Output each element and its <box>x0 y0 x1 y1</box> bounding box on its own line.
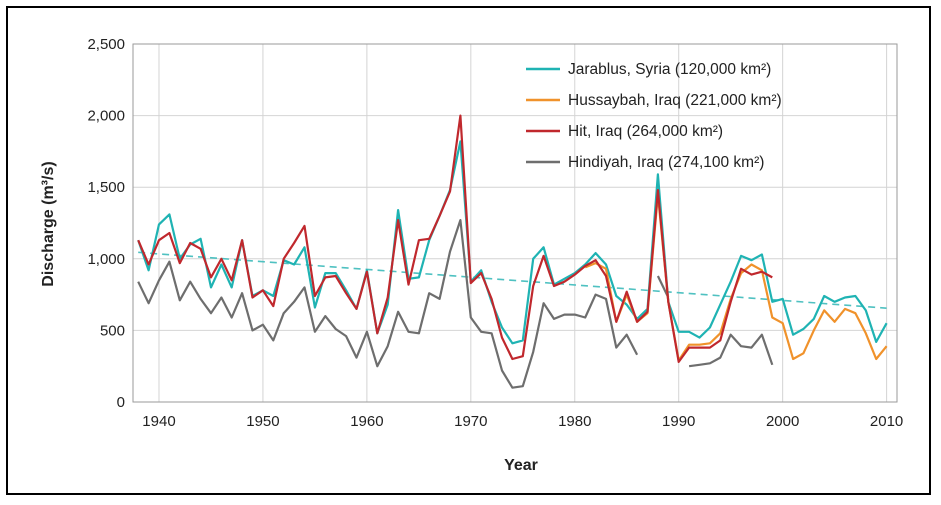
legend: Jarablus, Syria (120,000 km²) Hussaybah, … <box>526 61 782 171</box>
series-line-0 <box>137 140 888 345</box>
y-tick-label: 500 <box>100 322 125 339</box>
x-tick-label: 1950 <box>246 413 279 430</box>
x-tick-label: 1940 <box>142 413 175 430</box>
x-tick-label: 1980 <box>558 413 591 430</box>
x-axis-title: Year <box>504 457 538 474</box>
trendline <box>138 251 887 310</box>
x-tick-label: 1990 <box>662 413 695 430</box>
y-tick-labels: 0 500 1,000 1,500 2,000 2,500 <box>87 36 125 411</box>
legend-label: Hit, Iraq (264,000 km²) <box>568 123 723 140</box>
x-tick-labels: 1940 1950 1960 1970 1980 1990 2000 2010 <box>142 413 903 430</box>
trendline-group <box>138 251 887 310</box>
legend-label: Jarablus, Syria (120,000 km²) <box>568 61 771 78</box>
plot-area <box>132 43 898 403</box>
series-line-1 <box>584 193 888 362</box>
x-tick-label: 1960 <box>350 413 383 430</box>
y-tick-label: 0 <box>117 394 125 411</box>
y-tick-label: 1,500 <box>87 179 125 196</box>
series-line-5 <box>688 333 774 368</box>
x-tick-label: 2010 <box>870 413 903 430</box>
series-group <box>137 114 888 389</box>
series-line-2 <box>137 114 773 363</box>
legend-label: Hindiyah, Iraq (274,100 km²) <box>568 154 764 171</box>
y-tick-label: 1,000 <box>87 251 125 268</box>
x-tick-label: 2000 <box>766 413 799 430</box>
x-tick-label: 1970 <box>454 413 487 430</box>
series-line-3 <box>137 219 639 389</box>
y-tick-label: 2,000 <box>87 108 125 125</box>
y-axis-title: Discharge (m³/s) <box>40 161 57 286</box>
grid <box>133 43 897 403</box>
legend-label: Hussaybah, Iraq (221,000 km²) <box>568 92 782 109</box>
y-tick-label: 2,500 <box>87 36 125 53</box>
